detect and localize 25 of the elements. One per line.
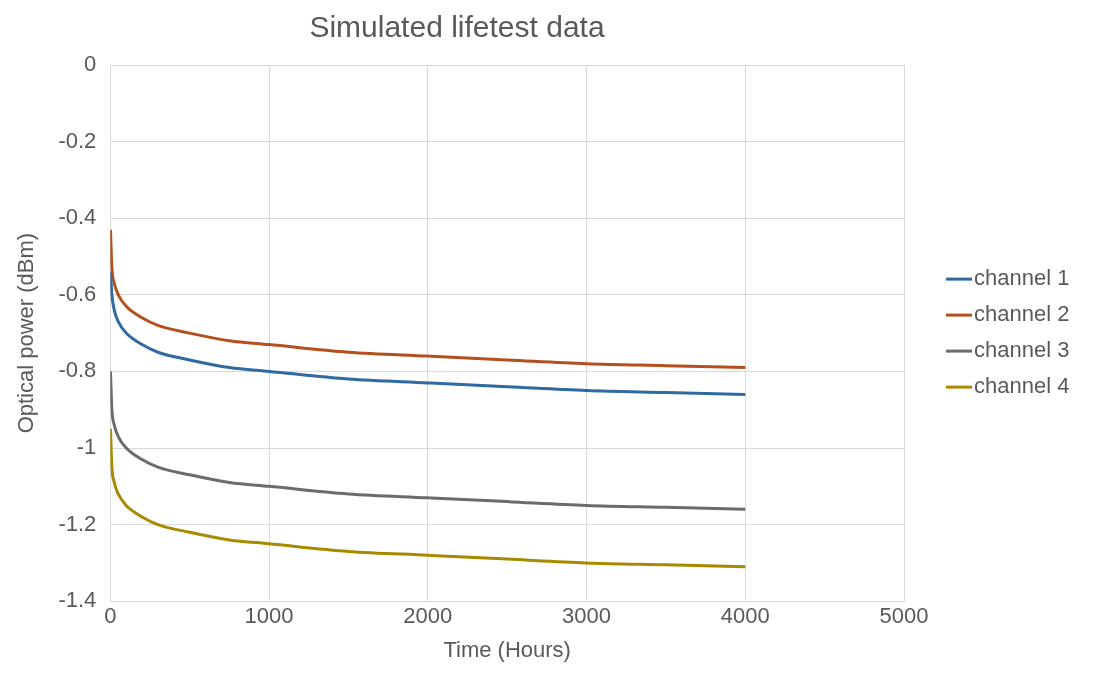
x-tick-label: 5000 — [879, 603, 929, 629]
y-tick-label: -1.4 — [58, 587, 97, 613]
line-series — [110, 369, 747, 511]
y-tick-label: -0.8 — [58, 357, 97, 383]
chart-title: Simulated lifetest data — [309, 10, 605, 44]
y-tick-label: -0.4 — [58, 204, 97, 230]
legend-label: channel 2 — [974, 301, 1070, 327]
line-series — [110, 427, 747, 569]
legend-label: channel 1 — [974, 265, 1070, 291]
y-tick-label: -0.6 — [58, 280, 97, 306]
x-axis-title: Time (Hours) — [443, 636, 571, 662]
x-tick-label: 0 — [104, 603, 117, 629]
x-tick-label: 2000 — [403, 603, 453, 629]
x-tick-label: 1000 — [244, 603, 294, 629]
x-tick-label: 3000 — [562, 603, 611, 629]
y-tick-label: -1.2 — [58, 510, 97, 536]
y-tick-label: -0.2 — [58, 127, 97, 153]
x-tick-label: 4000 — [720, 603, 770, 629]
legend-label: channel 3 — [974, 337, 1070, 363]
line-series — [110, 270, 747, 396]
y-tick-label: -1 — [76, 434, 97, 460]
line-series — [110, 228, 747, 370]
legend-label: channel 4 — [974, 373, 1070, 399]
y-tick-label: 0 — [84, 51, 97, 77]
y-axis-title: Optical power (dBm) — [13, 232, 39, 434]
